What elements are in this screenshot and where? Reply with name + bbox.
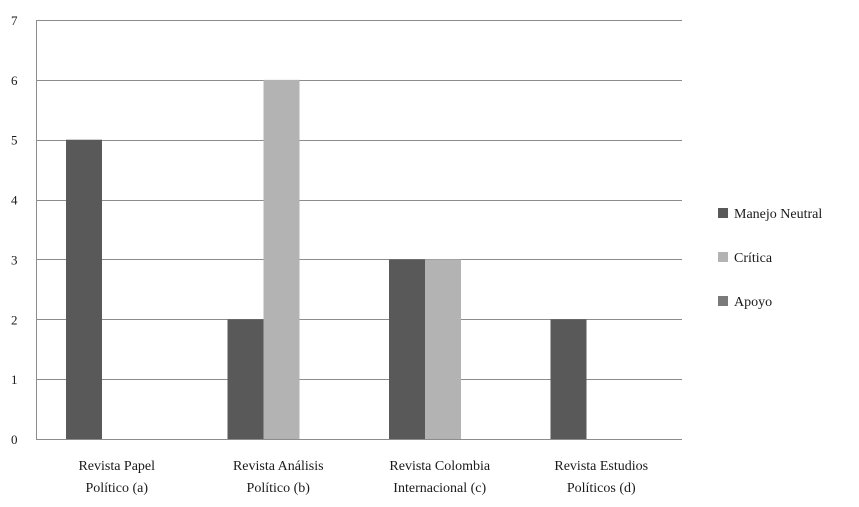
legend: Manejo Neutral Crítica Apoyo xyxy=(718,207,822,310)
bars xyxy=(66,79,587,439)
bar-manejo-neutral-2 xyxy=(389,259,425,439)
bar-cr-tica-1 xyxy=(263,79,300,439)
x-category-label: Revista Papel xyxy=(78,459,155,474)
y-axis-ticks: 0 1 2 3 4 5 6 7 xyxy=(11,13,18,447)
y-tick-label: 4 xyxy=(11,193,18,208)
y-tick-label: 1 xyxy=(11,372,18,387)
legend-label: Crítica xyxy=(734,251,773,266)
y-tick-label: 6 xyxy=(11,73,18,88)
bar-cr-tica-2 xyxy=(425,259,461,439)
legend-swatch xyxy=(718,208,728,218)
x-category-label: Internacional (c) xyxy=(393,481,486,496)
bar-manejo-neutral-1 xyxy=(227,319,264,439)
x-axis-category-labels: Revista Papel Político (a) Revista Análisi… xyxy=(78,459,648,496)
y-tick-label: 5 xyxy=(11,133,18,148)
x-axis xyxy=(36,20,682,440)
y-tick-label: 3 xyxy=(11,252,18,267)
gridlines xyxy=(36,20,682,380)
x-category-label: Revista Colombia xyxy=(389,459,491,474)
x-category-label: Político (b) xyxy=(247,481,311,496)
x-category-label: Revista Análisis xyxy=(233,459,324,474)
bar-manejo-neutral-3 xyxy=(550,319,587,439)
y-tick-label: 0 xyxy=(11,432,18,447)
x-category-label: Políticos (d) xyxy=(567,481,636,496)
x-category-label: Revista Estudios xyxy=(554,459,648,474)
legend-label: Manejo Neutral xyxy=(734,207,822,222)
legend-swatch xyxy=(718,252,728,262)
x-category-label: Político (a) xyxy=(85,481,148,496)
legend-label: Apoyo xyxy=(734,295,772,310)
legend-swatch xyxy=(718,296,728,306)
bar-manejo-neutral-0 xyxy=(66,139,102,439)
y-tick-label: 7 xyxy=(11,13,18,28)
y-tick-label: 2 xyxy=(11,312,18,327)
